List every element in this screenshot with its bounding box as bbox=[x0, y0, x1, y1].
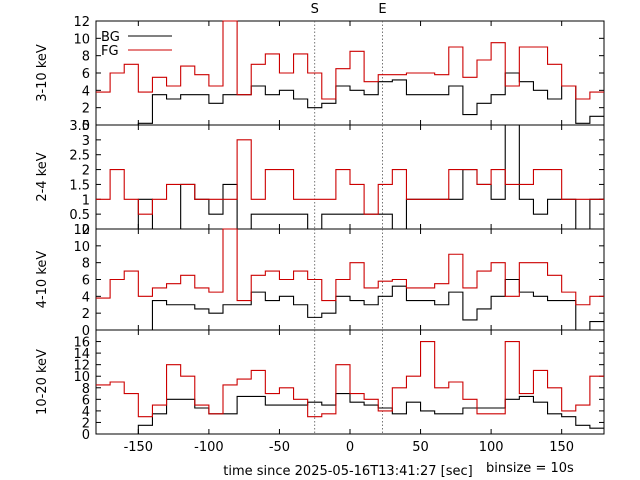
binsize-note: binsize = 10s bbox=[486, 461, 574, 476]
y-tick-label: 0.5 bbox=[69, 208, 90, 223]
y-tick-label: 4 bbox=[82, 405, 90, 420]
panel-3: 0 2 46 8 10 12 4-10 keV bbox=[35, 223, 605, 339]
series-bg-panel-1 bbox=[124, 72, 604, 126]
legend-label-fg: FG bbox=[101, 44, 119, 59]
x-tick-label: -100 bbox=[194, 440, 224, 455]
y-tick-label: 2.5 bbox=[69, 149, 90, 164]
x-tick-label: 0 bbox=[346, 440, 354, 455]
series-bg-panel-4 bbox=[124, 393, 604, 435]
y-tick-label: 2 bbox=[82, 416, 90, 431]
y-tick-label: 4 bbox=[82, 84, 90, 99]
marker-label-s: S bbox=[311, 2, 319, 17]
y-tick-label: 2 bbox=[82, 102, 90, 117]
panel-1: 0 2 4 6 8 10 12 3-10 keV bbox=[35, 15, 605, 134]
y-tick-label: 16 bbox=[73, 336, 90, 351]
y-tick-label: 12 bbox=[73, 359, 90, 374]
y-tick-label: 10 bbox=[73, 370, 90, 385]
y-tick-label: 0 bbox=[82, 119, 90, 134]
y-tick-label: 6 bbox=[82, 274, 90, 289]
y-tick-label: 1 bbox=[82, 193, 90, 208]
series-fg-panel-4 bbox=[96, 341, 604, 418]
y-tick-label: 0 bbox=[82, 324, 90, 339]
y-tick-label: 0 bbox=[82, 428, 90, 443]
x-tick-label: -150 bbox=[124, 440, 154, 455]
series-fg-panel-3 bbox=[96, 228, 604, 306]
y-tick-label: 2 bbox=[82, 164, 90, 179]
x-tick-label: 150 bbox=[549, 440, 574, 455]
y-tick-label: 12 bbox=[73, 15, 90, 30]
marker-label-e: E bbox=[378, 2, 386, 17]
y-tick-label: 3 bbox=[82, 134, 90, 149]
y-tick-label: 10 bbox=[73, 32, 90, 47]
y-axis-title: 4-10 keV bbox=[35, 251, 50, 309]
series-fg-panel-2 bbox=[96, 139, 604, 215]
y-tick-label: 1.5 bbox=[69, 178, 90, 193]
y-tick-label: 8 bbox=[82, 50, 90, 65]
y-tick-label: 2 bbox=[82, 307, 90, 322]
y-axis-title: 3-10 keV bbox=[35, 44, 50, 102]
y-tick-label: 6 bbox=[82, 393, 90, 408]
panel-2: 00.511.522.533.52-4 keV bbox=[35, 119, 605, 238]
y-tick-label: 4 bbox=[82, 290, 90, 305]
y-axis-title: 2-4 keV bbox=[35, 152, 50, 201]
y-axis-title: 10-20 keV bbox=[35, 349, 50, 415]
legend-label-bg: BG bbox=[101, 30, 120, 45]
panel-frame bbox=[95, 20, 605, 126]
y-tick-label: 6 bbox=[82, 67, 90, 82]
y-tick-label: 0 bbox=[82, 223, 90, 238]
y-tick-label: 14 bbox=[73, 347, 90, 362]
y-tick-label: 3.5 bbox=[69, 119, 90, 134]
y-tick-label: 12 bbox=[73, 223, 90, 238]
series-fg-panel-1 bbox=[96, 20, 604, 100]
x-tick-label: 100 bbox=[479, 440, 504, 455]
y-tick-label: 8 bbox=[82, 382, 90, 397]
x-tick-label: 50 bbox=[412, 440, 429, 455]
y-tick-label: 8 bbox=[82, 257, 90, 272]
x-axis-title: time since 2025-05-16T13:41:27 [sec] bbox=[223, 464, 472, 479]
y-tick-label: 10 bbox=[73, 240, 90, 255]
x-tick-label: -50 bbox=[269, 440, 290, 455]
